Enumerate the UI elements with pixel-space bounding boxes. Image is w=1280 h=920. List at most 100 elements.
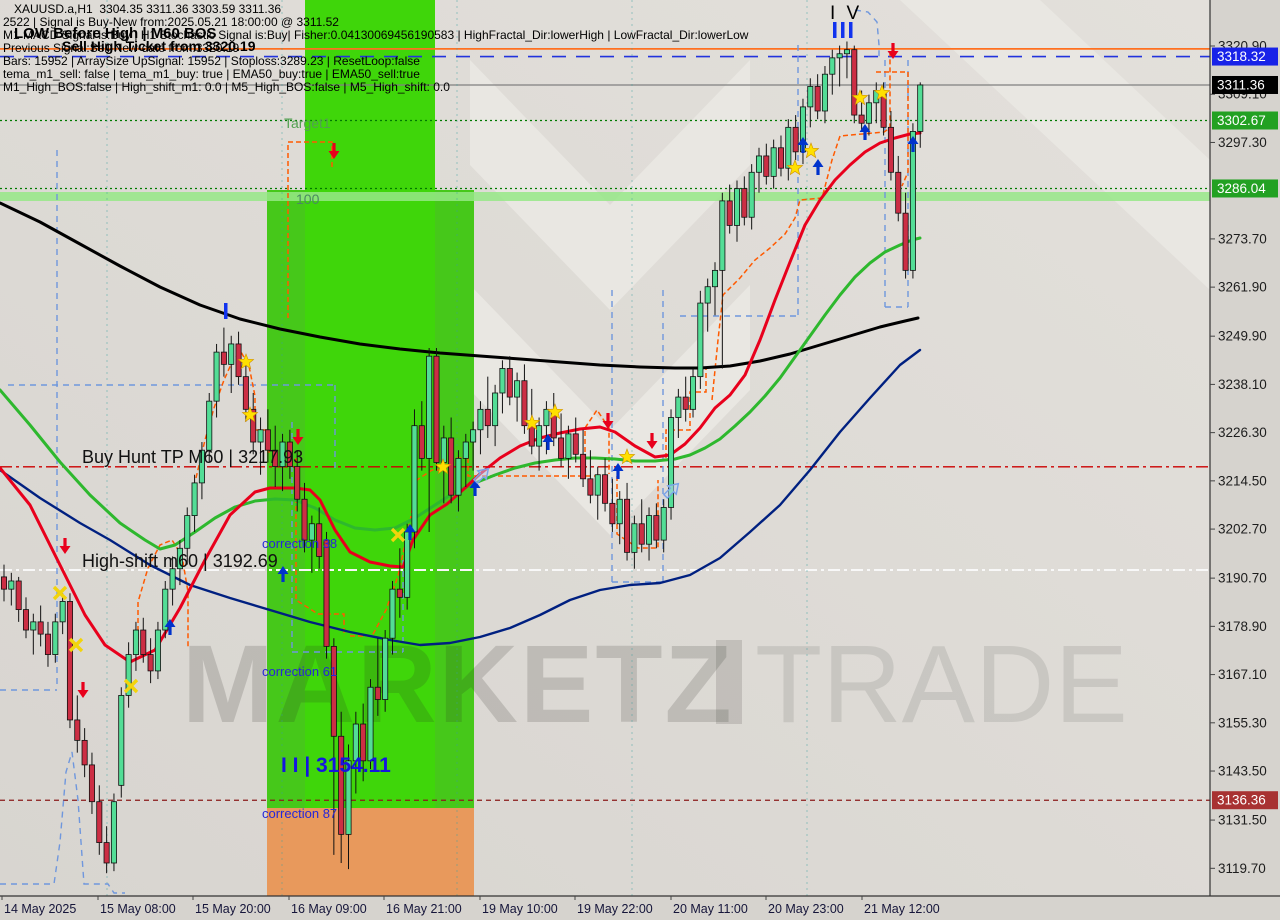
time-axis-label[interactable]: 14 May 2025 (4, 902, 76, 916)
candle-body-down (638, 523, 645, 545)
candle-body-up (917, 84, 924, 132)
time-axis-label[interactable]: 21 May 12:00 (864, 902, 940, 916)
trailing-stop-line (137, 539, 189, 655)
bos-shift-line: M1_High_BOS:false | High_shift_m1: 0.0 |… (3, 80, 450, 94)
candle-body-up (675, 396, 682, 418)
price-tick-label: 3178.90 (1218, 619, 1267, 634)
candle-body-down (374, 686, 381, 700)
chart-annotation-text[interactable]: Buy Hunt TP M60 | 3217.93 (82, 447, 303, 467)
wave-count-bar-icon (224, 303, 228, 319)
time-axis-label[interactable]: 19 May 10:00 (482, 902, 558, 916)
price-badge (1212, 111, 1278, 130)
cross-signal-icon (390, 527, 406, 543)
candle-body-up (755, 155, 762, 173)
time-axis-label[interactable]: 19 May 22:00 (577, 902, 653, 916)
time-axis-label[interactable]: 20 May 23:00 (768, 902, 844, 916)
candle-body-up (440, 437, 447, 463)
candle-body-up (257, 429, 264, 443)
price-tick-label: 3238.10 (1218, 377, 1267, 392)
candle-body-up (594, 474, 601, 496)
sell-arrow-icon (59, 538, 71, 554)
candle-body-up (821, 73, 828, 112)
candle-body-up (712, 269, 719, 288)
ma-black (0, 201, 920, 370)
trailing-stop-line (467, 458, 608, 477)
candle-body-down (506, 368, 513, 398)
candle-body-up (829, 57, 836, 75)
candle-body-up (345, 760, 352, 835)
candle-body-down (88, 764, 95, 803)
candle-body-up (191, 482, 198, 516)
chart-annotation-text[interactable]: 100 (296, 191, 320, 207)
candle-body-up (176, 547, 183, 570)
candle-body-up (748, 171, 755, 218)
candle-body-down (763, 155, 770, 177)
candle-body-up (697, 302, 704, 378)
buy-arrow-icon (612, 463, 624, 479)
chart-annotation-text[interactable]: High-shift m60 | 3192.69 (82, 551, 278, 571)
price-badge-label: 3286.04 (1217, 181, 1266, 196)
highlight-hband-green (0, 192, 1210, 201)
time-axis-label[interactable]: 16 May 09:00 (291, 902, 367, 916)
price-badge-label: 3311.36 (1217, 77, 1265, 92)
candle-body-up (154, 629, 161, 672)
buy-arrow-icon (859, 124, 871, 140)
time-axis-label[interactable]: 20 May 11:00 (673, 902, 748, 916)
chart-annotation-text[interactable]: correction 87 (262, 806, 337, 821)
chart-annotation-text[interactable]: Target1 (284, 115, 331, 131)
candle-body-up (132, 629, 139, 655)
buy-arrow-icon (907, 136, 919, 152)
candle-body-up (411, 425, 418, 533)
trailing-stop-line (584, 408, 610, 476)
candle-body-down (726, 200, 733, 226)
highlight-band-green-inner (305, 0, 435, 808)
candle-body-down (81, 739, 88, 766)
wave-count-bar-icon (833, 22, 837, 38)
candle-body-up (807, 86, 814, 108)
star-signal-icon (873, 84, 891, 101)
price-badge (1212, 791, 1278, 810)
candle-body-up (704, 286, 711, 304)
candle-body-up (719, 200, 726, 271)
previous-signal-line: Previous Signal:Sell-New-date from:3320.… (3, 41, 240, 55)
sell-arrow-icon (602, 413, 614, 429)
time-axis-label[interactable]: 16 May 21:00 (386, 902, 462, 916)
candle-body-down (814, 86, 821, 112)
price-tick-label: 3119.70 (1218, 861, 1266, 876)
time-axis-label[interactable]: 15 May 08:00 (100, 902, 176, 916)
price-badge (1212, 47, 1278, 66)
sell-arrow-icon (887, 43, 899, 59)
price-tick-label: 3143.50 (1218, 764, 1267, 779)
candle-body-up (455, 457, 462, 496)
symbol-ohlc-line: XAUUSD.a,H1 3304.35 3311.36 3303.59 3311… (14, 2, 282, 16)
chart-annotation-text[interactable]: correction 61 (262, 664, 337, 679)
candle-body-down (418, 425, 425, 459)
candle-body-up (660, 507, 667, 541)
candle-body-down (15, 580, 22, 610)
star-signal-icon (802, 142, 820, 159)
time-axis-label[interactable]: 15 May 20:00 (195, 902, 271, 916)
chart-annotation-text[interactable]: I I | 3154.11 (281, 754, 391, 777)
watermark-separator-bar (716, 640, 742, 724)
candle-body-down (653, 515, 660, 541)
candle-body-down (558, 437, 565, 459)
candle-body-down (448, 437, 455, 496)
candle-body-down (858, 114, 865, 124)
candle-body-down (323, 539, 330, 647)
candle-body-down (792, 126, 799, 153)
trailing-stop-line (616, 476, 659, 549)
candle-body-down (66, 601, 73, 721)
candle-body-down (360, 723, 367, 762)
price-tick-label: 3214.50 (1218, 473, 1267, 488)
candle-body-up (536, 425, 543, 447)
chart-annotation-text[interactable]: I V (830, 3, 862, 24)
candle-body-down (220, 351, 227, 365)
price-tick-label: 3226.30 (1218, 425, 1267, 440)
candle-body-up (279, 441, 286, 467)
candle-body-down (286, 441, 293, 467)
cross-signal-icon (52, 585, 68, 601)
trailing-stop-line (876, 71, 909, 187)
chart-annotation-text[interactable]: correction 38 (262, 536, 337, 551)
